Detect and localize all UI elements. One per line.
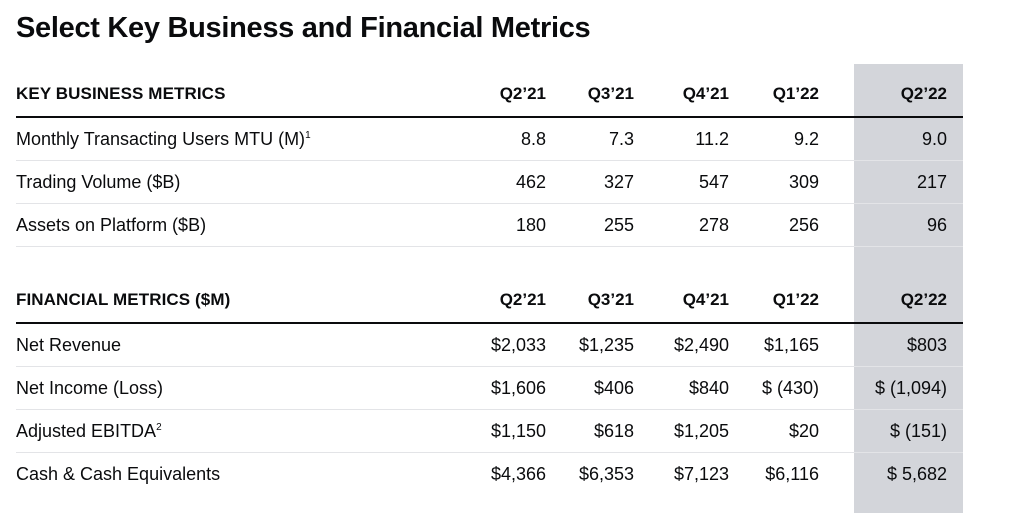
table-header-row: KEY BUSINESS METRICS Q2’21 Q3’21 Q4’21 Q… <box>16 72 963 118</box>
table-cell: 255 <box>603 214 634 235</box>
table-cell: $1,205 <box>673 420 729 441</box>
table-cell: 9.0 <box>921 128 947 149</box>
table-cell: 7.3 <box>608 128 634 149</box>
table-cell: 462 <box>515 171 546 192</box>
table-cell: 309 <box>788 171 819 192</box>
table-cell: 8.8 <box>520 128 546 149</box>
table-cell: $803 <box>906 334 947 355</box>
table-row: Assets on Platform ($B) 180 255 278 256 … <box>16 204 963 247</box>
row-label: Monthly Transacting Users MTU (M)1 <box>16 129 456 150</box>
row-label: Net Revenue <box>16 334 122 355</box>
row-label: Trading Volume ($B) <box>16 171 181 192</box>
footnote-marker: 2 <box>156 421 162 433</box>
table-cell: $406 <box>593 377 634 398</box>
table-cell: 217 <box>916 171 947 192</box>
row-label: Net Income (Loss) <box>16 377 164 398</box>
table-cell: 256 <box>788 214 819 235</box>
row-label-text: Adjusted EBITDA <box>16 420 157 441</box>
column-header: Q2’21 <box>499 84 546 103</box>
column-header: Q4’21 <box>682 84 729 103</box>
table-row: Net Income (Loss) $1,606 $406 $840 $ (43… <box>16 367 963 410</box>
table-row: Trading Volume ($B) 462 327 547 309 217 <box>16 161 963 204</box>
table-cell: 180 <box>515 214 546 235</box>
column-header: Q3’21 <box>587 84 634 103</box>
table-cell: $2,490 <box>673 334 729 355</box>
table-cell: $1,235 <box>578 334 634 355</box>
table-cell: $ (430) <box>761 377 819 398</box>
row-label-text: Monthly Transacting Users MTU (M) <box>16 128 306 149</box>
table-cell: 547 <box>698 171 729 192</box>
column-header: Q3’21 <box>587 290 634 309</box>
table-cell: $1,150 <box>490 420 546 441</box>
row-label: Adjusted EBITDA2 <box>16 421 456 442</box>
table-cell: $ 5,682 <box>886 463 947 484</box>
column-header: Q2’22 <box>900 290 947 309</box>
table-cell: 327 <box>603 171 634 192</box>
table-row: Net Revenue $2,033 $1,235 $2,490 $1,165 … <box>16 324 963 367</box>
table-row: Monthly Transacting Users MTU (M)1 8.8 7… <box>16 118 963 161</box>
table-header-row: FINANCIAL METRICS ($M) Q2’21 Q3’21 Q4’21… <box>16 278 963 324</box>
row-label: Cash & Cash Equivalents <box>16 463 221 484</box>
table-cell: $ (1,094) <box>874 377 947 398</box>
table-row: Adjusted EBITDA2 $1,150 $618 $1,205 $20 … <box>16 410 963 453</box>
column-header: Q1’22 <box>772 84 819 103</box>
column-header: Q2’21 <box>499 290 546 309</box>
table-cell: $20 <box>788 420 819 441</box>
table-row: Cash & Cash Equivalents $4,366 $6,353 $7… <box>16 453 963 495</box>
table-cell: $2,033 <box>490 334 546 355</box>
column-header: Q1’22 <box>772 290 819 309</box>
page-title: Select Key Business and Financial Metric… <box>16 12 591 44</box>
footnote-marker: 1 <box>305 129 311 141</box>
section-heading: KEY BUSINESS METRICS <box>16 84 226 103</box>
table-cell: $1,165 <box>763 334 819 355</box>
table-cell: 278 <box>698 214 729 235</box>
section-heading: FINANCIAL METRICS ($M) <box>16 290 231 309</box>
current-quarter-highlight <box>854 64 963 513</box>
table-cell: 9.2 <box>793 128 819 149</box>
table-cell: $7,123 <box>673 463 729 484</box>
table-cell: 96 <box>926 214 947 235</box>
table-cell: $4,366 <box>490 463 546 484</box>
table-cell: $618 <box>593 420 634 441</box>
column-header: Q2’22 <box>900 84 947 103</box>
table-cell: $840 <box>688 377 729 398</box>
column-header: Q4’21 <box>682 290 729 309</box>
table-cell: $ (151) <box>889 420 947 441</box>
table-cell: $6,353 <box>578 463 634 484</box>
table-cell: 11.2 <box>695 128 729 149</box>
key-business-metrics-table: KEY BUSINESS METRICS Q2’21 Q3’21 Q4’21 Q… <box>16 72 963 247</box>
table-cell: $1,606 <box>490 377 546 398</box>
table-cell: $6,116 <box>765 463 819 484</box>
financial-metrics-table: FINANCIAL METRICS ($M) Q2’21 Q3’21 Q4’21… <box>16 278 963 495</box>
row-label: Assets on Platform ($B) <box>16 214 207 235</box>
